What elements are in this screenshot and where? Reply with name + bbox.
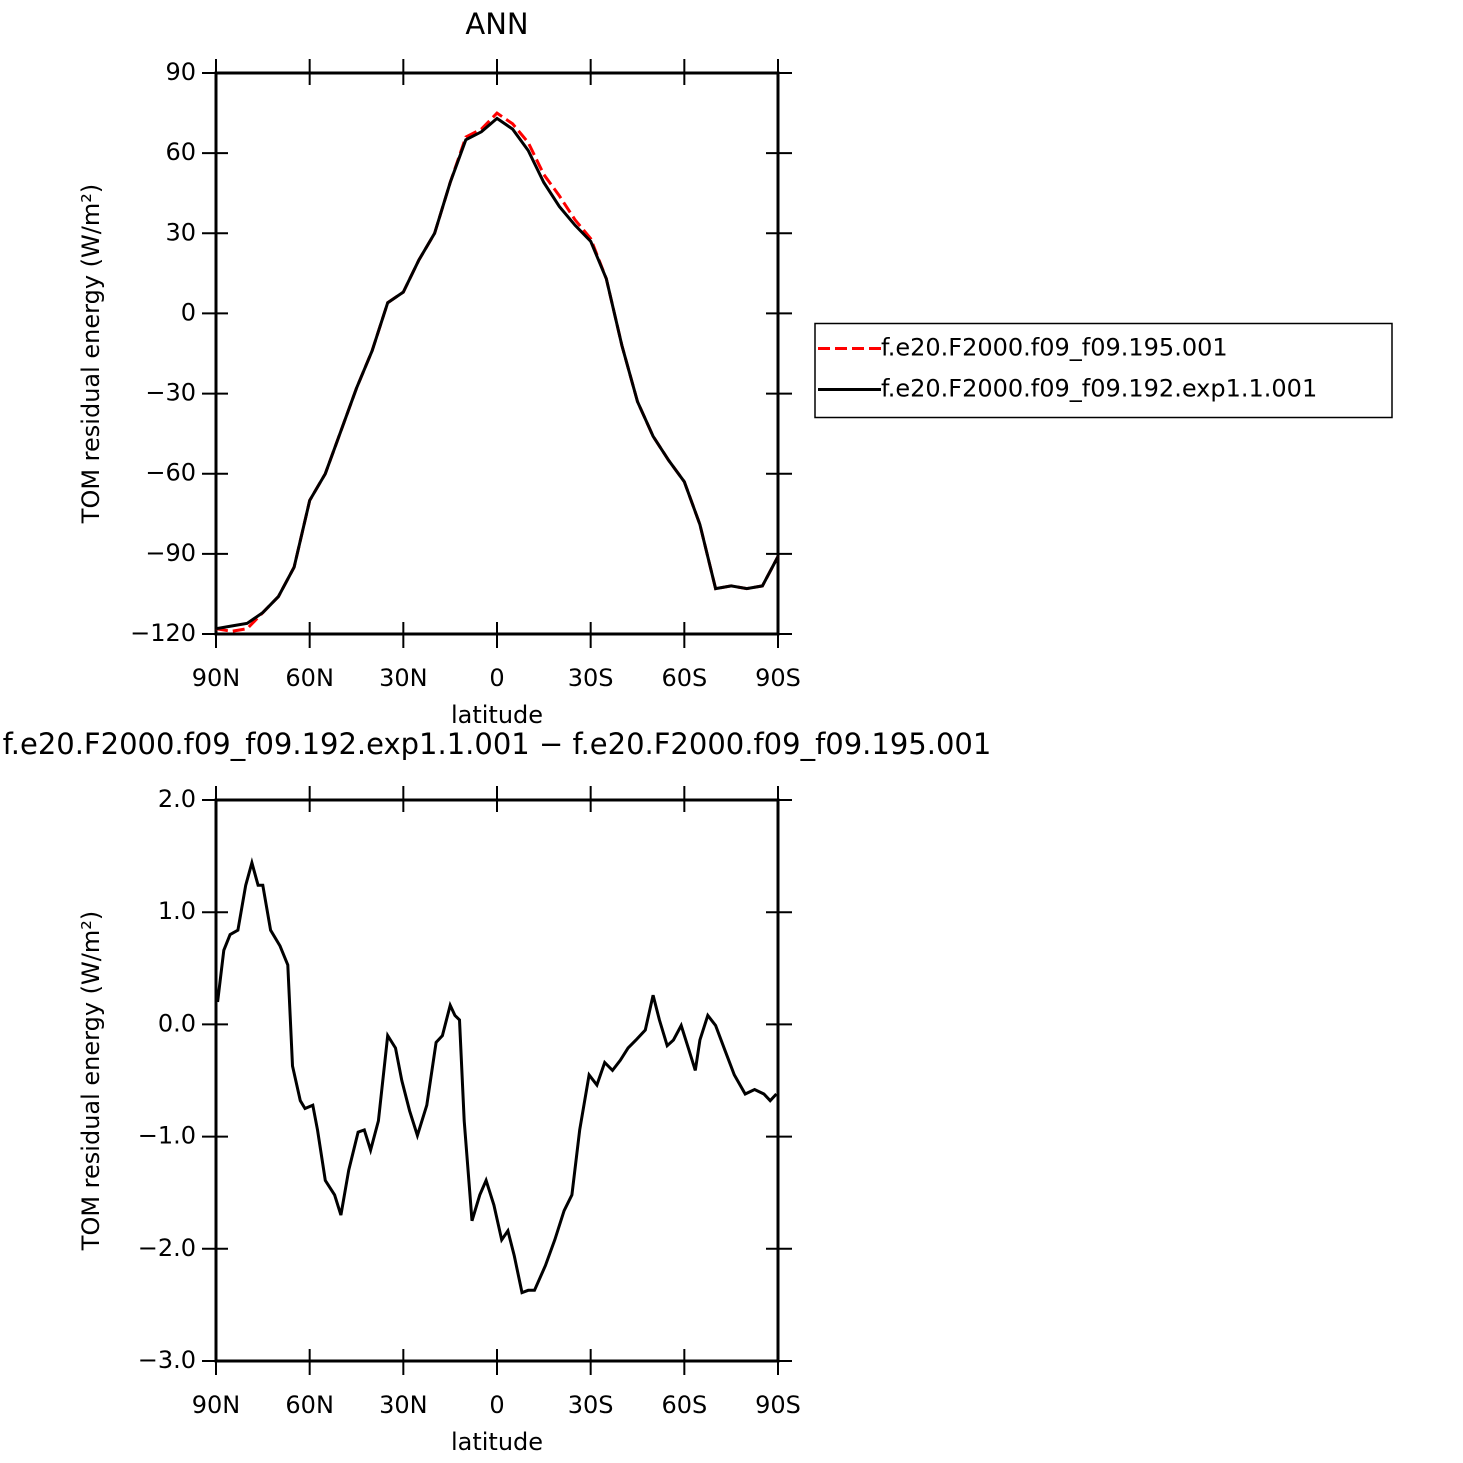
y-tick-label: −30 [145,379,196,407]
x-tick-label: 0 [489,664,504,692]
plot-frame [214,798,780,1363]
y-tick-label: −3.0 [138,1346,196,1374]
x-tick-label: 90N [192,1391,241,1419]
y-tick-label: 30 [165,218,196,246]
x-tick-label: 90N [192,664,241,692]
y-tick-label: −90 [145,539,196,567]
data-line [216,857,778,1295]
legend-label: f.e20.F2000.f09_f09.195.001 [881,334,1228,362]
y-tick-label: 1.0 [158,897,196,925]
x-tick-label: 60N [285,664,334,692]
chart-title: f.e20.F2000.f09_f09.192.exp1.1.001 − f.e… [3,727,992,761]
y-tick-label: −1.0 [138,1122,196,1150]
x-tick-label: 60N [285,1391,334,1419]
x-tick-label: 30N [379,1391,428,1419]
chart-title: ANN [465,7,528,41]
data-line [215,116,780,631]
x-tick-label: 30N [379,664,428,692]
legend-label: f.e20.F2000.f09_f09.192.exp1.1.001 [881,375,1317,403]
x-tick-label: 30S [568,664,614,692]
x-tick-label: 90S [755,1391,801,1419]
legend-box [814,322,1393,419]
y-tick-label: 60 [165,138,196,166]
y-tick-label: 90 [165,58,196,86]
y-axis-label: TOM residual energy (W/m²) [77,184,105,524]
y-tick-label: 2.0 [158,785,196,813]
x-tick-label: 30S [568,1391,614,1419]
plot-frame [214,71,780,636]
y-tick-label: 0 [181,298,196,326]
data-line [215,111,780,633]
x-tick-label: 90S [755,664,801,692]
y-tick-label: −120 [130,619,196,647]
x-axis-label: latitude [451,701,543,729]
y-tick-label: −2.0 [138,1234,196,1262]
y-tick-label: −60 [145,459,196,487]
x-tick-label: 60S [661,1391,707,1419]
x-tick-label: 0 [489,1391,504,1419]
x-tick-label: 60S [661,664,707,692]
x-axis-label: latitude [451,1428,543,1456]
legend: f.e20.F2000.f09_f09.195.001 f.e20.F2000.f… [814,322,1393,419]
y-axis-label: TOM residual energy (W/m²) [77,911,105,1251]
y-tick-label: 0.0 [158,1009,196,1037]
